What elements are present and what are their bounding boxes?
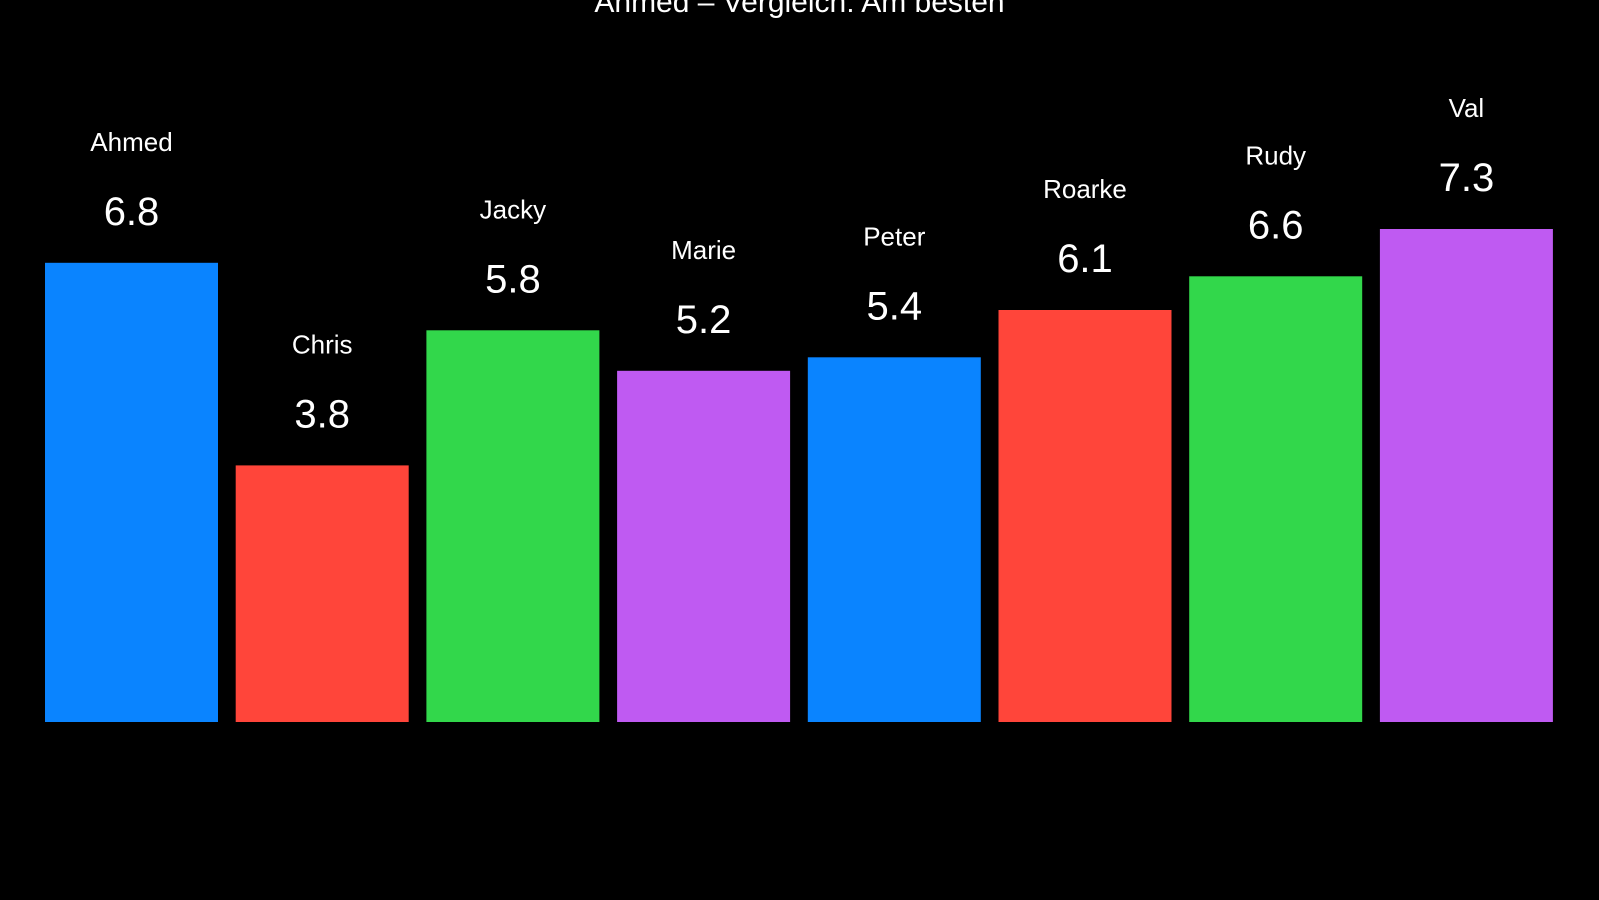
category-label-roarke: Roarke — [1043, 174, 1127, 204]
bar-chris — [235, 465, 409, 722]
bar-val — [1379, 229, 1553, 722]
category-label-rudy: Rudy — [1245, 140, 1306, 170]
value-label-roarke: 6.1 — [1057, 237, 1113, 281]
category-label-ahmed: Ahmed — [90, 127, 172, 157]
value-label-rudy: 6.6 — [1248, 203, 1304, 247]
bar-peter — [807, 357, 981, 722]
bar-marie — [617, 370, 791, 722]
bar-rudy — [1189, 276, 1363, 722]
value-label-ahmed: 6.8 — [104, 190, 160, 234]
value-label-val: 7.3 — [1439, 156, 1495, 200]
value-label-jacky: 5.8 — [485, 257, 541, 301]
value-label-marie: 5.2 — [676, 298, 732, 342]
category-label-chris: Chris — [292, 329, 353, 359]
bar-ahmed — [45, 262, 218, 722]
category-label-marie: Marie — [671, 235, 736, 265]
category-label-peter: Peter — [863, 221, 925, 251]
value-label-chris: 3.8 — [294, 392, 350, 436]
category-label-jacky: Jacky — [480, 194, 546, 224]
category-label-val: Val — [1449, 93, 1485, 123]
chart-title: Ahmed – Vergleich: Am besten — [594, 0, 1005, 19]
bar-roarke — [998, 310, 1172, 722]
bar-jacky — [426, 330, 600, 722]
value-label-peter: 5.4 — [866, 284, 922, 328]
